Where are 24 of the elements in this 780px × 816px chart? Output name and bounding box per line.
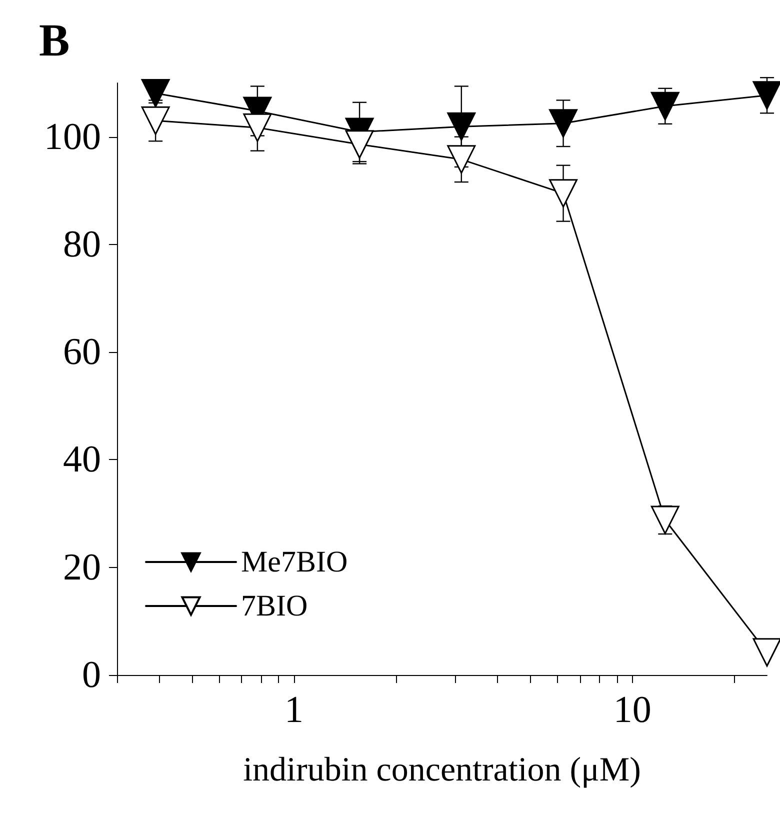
point [549, 179, 578, 208]
chart-title: B [39, 14, 70, 66]
legend-label: Me7BIO [241, 546, 348, 578]
point [447, 145, 476, 174]
point [345, 130, 374, 159]
x-axis-title: indirubin concentration (μM) [243, 752, 641, 788]
y-tick-label: 40 [63, 438, 101, 481]
x-tick-label: 10 [613, 689, 652, 731]
point [447, 112, 476, 141]
x-tick-label: 1 [284, 689, 304, 731]
point [549, 109, 578, 138]
legend-label: 7BIO [241, 590, 308, 622]
point [141, 78, 170, 108]
point [141, 106, 170, 135]
y-tick-label: 100 [44, 116, 101, 158]
y-tick-label: 20 [63, 546, 101, 588]
point [650, 92, 680, 120]
y-tick-label: 60 [63, 331, 101, 374]
point [752, 81, 780, 110]
point [752, 638, 780, 667]
point [243, 113, 272, 142]
y-tick-label: 0 [82, 654, 101, 696]
y-tick-label: 80 [63, 223, 101, 266]
point [650, 506, 680, 534]
